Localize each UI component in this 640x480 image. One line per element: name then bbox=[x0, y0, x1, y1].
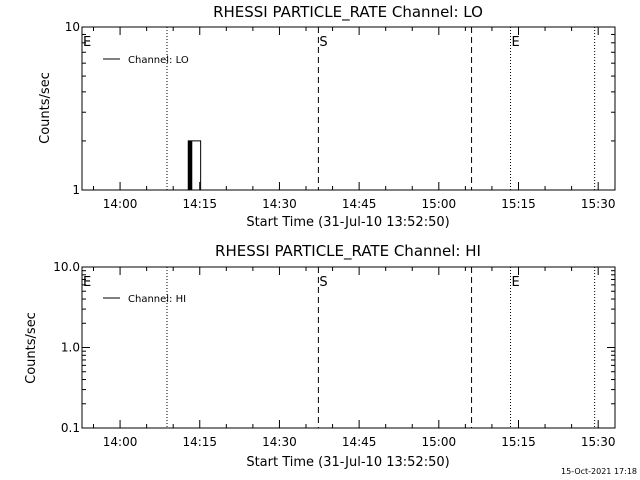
x-axis-label: Start Time (31-Jul-10 13:52:50) bbox=[246, 455, 449, 470]
x-tick-label: 15:00 bbox=[422, 435, 457, 449]
x-axis-label: Start Time (31-Jul-10 13:52:50) bbox=[246, 215, 449, 230]
event-marker-label: E bbox=[83, 275, 91, 290]
x-tick-label: 14:45 bbox=[342, 197, 377, 211]
y-tick-label: 0.1 bbox=[61, 421, 80, 435]
event-marker-label: E bbox=[83, 35, 91, 50]
x-tick-label: 15:30 bbox=[581, 435, 616, 449]
y-tick-label: 1.0 bbox=[61, 341, 80, 355]
x-tick-label: 14:30 bbox=[262, 435, 297, 449]
series-line bbox=[187, 140, 202, 191]
x-tick-label: 14:30 bbox=[262, 197, 297, 211]
chart-title: RHESSI PARTICLE_RATE Channel: HI bbox=[215, 242, 481, 261]
x-tick-label: 15:30 bbox=[581, 197, 616, 211]
x-tick-label: 15:00 bbox=[422, 197, 457, 211]
event-marker-label: S bbox=[319, 275, 327, 290]
y-axis-label: Counts/sec bbox=[24, 312, 39, 384]
y-tick-label: 1 bbox=[72, 183, 80, 197]
x-tick-label: 14:00 bbox=[103, 197, 138, 211]
y-axis-label: Counts/sec bbox=[38, 72, 53, 144]
x-tick-label: 14:45 bbox=[342, 435, 377, 449]
chart-panel-lo: RHESSI PARTICLE_RATE Channel: LO Start T… bbox=[38, 3, 637, 476]
chart-panel-hi: RHESSI PARTICLE_RATE Channel: HI Start T… bbox=[24, 242, 616, 470]
x-tick-label: 14:00 bbox=[103, 435, 138, 449]
generation-timestamp: 15-Oct-2021 17:18 bbox=[561, 467, 637, 476]
x-tick-label: 15:15 bbox=[501, 435, 536, 449]
chart-title: RHESSI PARTICLE_RATE Channel: LO bbox=[213, 3, 483, 22]
legend-label: Channel: LO bbox=[128, 55, 189, 66]
event-marker-label: S bbox=[319, 35, 327, 50]
x-tick-label: 14:15 bbox=[182, 197, 217, 211]
y-tick-label: 10 bbox=[65, 20, 80, 34]
legend-label: Channel: HI bbox=[128, 294, 186, 305]
x-tick-label: 15:15 bbox=[501, 197, 536, 211]
event-marker-label: E bbox=[512, 275, 520, 290]
x-tick-label: 14:15 bbox=[182, 435, 217, 449]
y-tick-label: 10.0 bbox=[53, 260, 80, 274]
event-marker-label: E bbox=[512, 35, 520, 50]
